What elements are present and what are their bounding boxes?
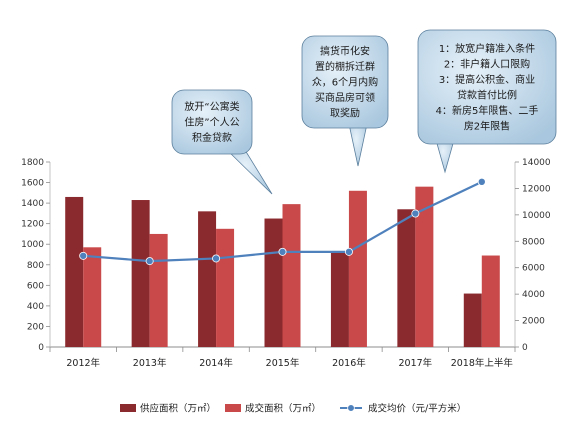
y-left-tick-label: 1400 xyxy=(21,199,44,209)
y-right-tick-label: 12000 xyxy=(522,184,551,194)
price-point xyxy=(344,247,353,256)
bar-supply xyxy=(397,209,416,347)
x-tick-label: 2013年 xyxy=(133,357,167,369)
callout-text: 取奖励 xyxy=(330,107,360,120)
y-left-tick-label: 400 xyxy=(27,302,44,312)
x-tick-label: 2017年 xyxy=(399,357,433,369)
callout-text: 众，6个月内购 xyxy=(312,76,378,89)
y-left-tick-label: 1200 xyxy=(21,220,44,230)
bar-deal xyxy=(149,233,168,347)
y-right-tick-label: 6000 xyxy=(522,264,545,274)
callout-text: 1：放宽户籍准入条件 xyxy=(439,42,535,55)
legend-marker xyxy=(347,404,355,412)
price-point xyxy=(477,177,486,186)
legend-swatch xyxy=(225,404,241,412)
y-left-tick-label: 1000 xyxy=(21,240,44,250)
callout-text: 贷款首付比例 xyxy=(457,88,517,101)
bar-deal xyxy=(348,190,367,347)
price-point xyxy=(145,257,154,266)
bar-supply xyxy=(330,251,349,347)
bar-deal xyxy=(415,186,434,347)
legend-label: 成交均价（元/平方米） xyxy=(368,403,466,415)
callout-text: 搞货币化安 xyxy=(320,45,370,58)
bar-supply xyxy=(131,200,150,347)
callout-text: 置的棚拆迁群 xyxy=(315,60,375,73)
legend-label: 成交面积（万㎡） xyxy=(245,403,321,415)
y-right-tick-label: 2000 xyxy=(522,317,545,327)
callout-text: 2：非户籍人口限购 xyxy=(444,57,530,70)
price-point xyxy=(212,254,221,263)
bar-supply xyxy=(198,211,217,347)
callout-tail xyxy=(348,123,368,167)
y-right-tick-label: 14000 xyxy=(522,158,551,168)
x-tick-label: 2012年 xyxy=(66,357,100,369)
callout-text: 放开“公寓类 xyxy=(184,100,239,113)
y-left-tick-label: 0 xyxy=(38,343,44,353)
callout-text: 4：新房5年限售、二手 xyxy=(436,104,539,117)
y-right-tick-label: 8000 xyxy=(522,237,545,247)
callout-tail xyxy=(226,149,273,195)
y-right-tick-label: 10000 xyxy=(522,211,551,221)
price-point xyxy=(79,251,88,260)
callout-tail xyxy=(435,139,455,174)
callout-bubble xyxy=(417,29,557,145)
y-right-tick-label: 0 xyxy=(522,343,528,353)
bar-supply xyxy=(463,293,482,347)
x-tick-label: 2015年 xyxy=(266,357,300,369)
y-left-tick-label: 200 xyxy=(27,322,44,332)
bar-supply xyxy=(264,218,283,347)
y-right-tick-label: 4000 xyxy=(522,290,545,300)
bar-deal xyxy=(481,255,500,347)
price-point xyxy=(278,247,287,256)
y-left-tick-label: 1800 xyxy=(21,158,44,168)
bar-deal xyxy=(282,204,301,347)
bar-supply xyxy=(65,196,84,347)
bar-deal xyxy=(216,228,235,347)
callout-bubble xyxy=(171,89,253,155)
x-tick-label: 2016年 xyxy=(332,357,366,369)
x-tick-label: 2018年上半年 xyxy=(451,357,514,369)
x-tick-label: 2014年 xyxy=(199,357,233,369)
legend-label: 供应面积（万㎡） xyxy=(140,403,216,415)
callout-bubble xyxy=(301,35,389,129)
y-left-tick-label: 600 xyxy=(27,281,44,291)
y-left-tick-label: 1600 xyxy=(21,179,44,189)
callout-text: 3：提高公积金、商业 xyxy=(439,73,535,86)
bar-deal xyxy=(83,247,102,347)
y-left-tick-label: 800 xyxy=(27,261,44,271)
callout-text: 积金贷款 xyxy=(192,131,232,144)
callout-text: 房2年限售 xyxy=(464,119,510,132)
callout-text: 买商品房可领 xyxy=(315,91,375,104)
legend-swatch xyxy=(120,404,136,412)
price-point xyxy=(411,209,420,218)
callout-text: 住房”个人公 xyxy=(184,116,239,129)
